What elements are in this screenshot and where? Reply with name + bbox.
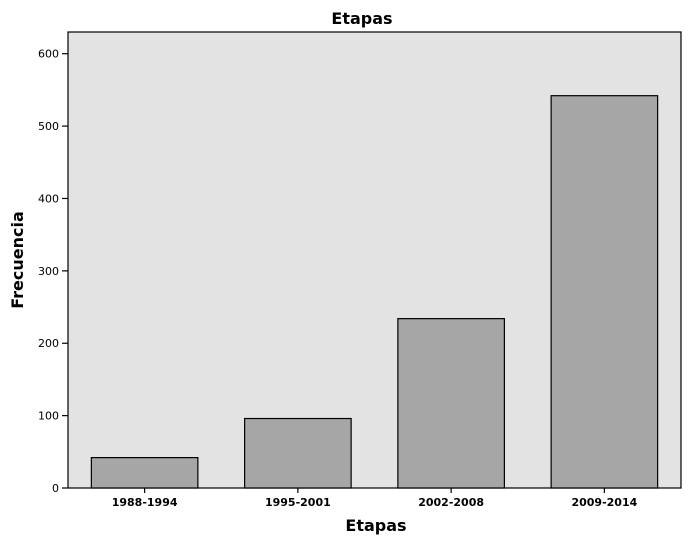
- y-tick-label: 400: [38, 192, 59, 205]
- bars: [90, 95, 659, 489]
- y-tick-label: 100: [38, 410, 59, 423]
- y-tick-label: 0: [52, 482, 59, 495]
- x-tick-label: 2002-2008: [418, 496, 484, 509]
- y-axis-label: Frecuencia: [8, 211, 27, 309]
- x-tick-label: 2009-2014: [571, 496, 637, 509]
- x-axis: 1988-1994 1995-2001 2002-2008 2009-2014: [112, 488, 638, 509]
- bar: [90, 457, 199, 489]
- bar: [397, 318, 505, 489]
- bar: [244, 417, 352, 489]
- x-axis-label: Etapas: [345, 516, 406, 535]
- y-tick-label: 200: [38, 337, 59, 350]
- bar: [550, 95, 659, 489]
- y-tick-label: 500: [38, 120, 59, 133]
- x-tick-label: 1988-1994: [112, 496, 178, 509]
- y-tick-label: 600: [38, 48, 59, 61]
- y-tick-label: 300: [38, 265, 59, 278]
- y-axis: 0 100 200 300 400 500 600: [38, 48, 68, 495]
- chart-title: Etapas: [331, 9, 392, 28]
- x-tick-label: 1995-2001: [265, 496, 331, 509]
